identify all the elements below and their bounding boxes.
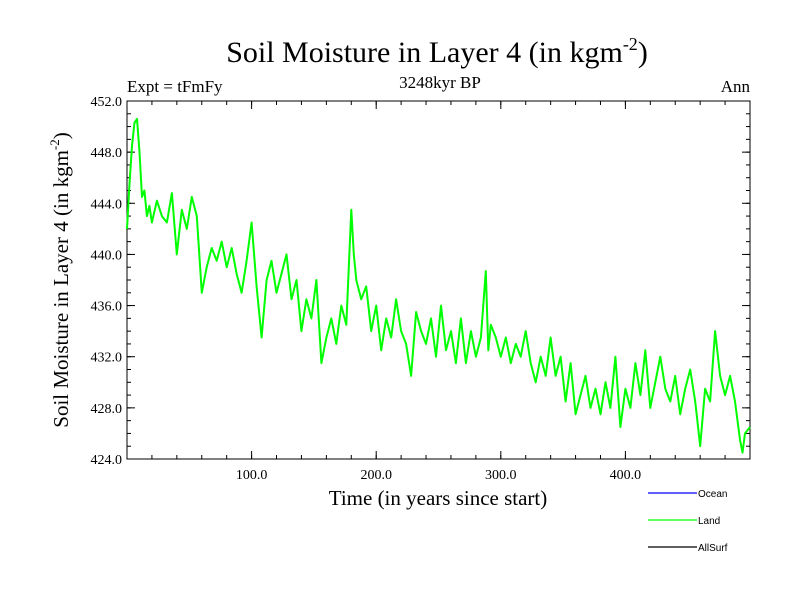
y-tick-label: 448.0: [91, 146, 123, 161]
chart-title-main: Soil Moisture in Layer 4 (in kgm: [226, 36, 623, 69]
legend-label-allsurf: AllSurf: [698, 543, 728, 554]
experiment-label: Expt = tFmFy: [127, 77, 223, 96]
y-tick-label: 428.0: [91, 402, 123, 417]
season-label: Ann: [721, 77, 751, 96]
y-tick-label: 432.0: [91, 351, 123, 366]
subtitle: 3248kyr BP: [399, 73, 481, 92]
x-axis-label: Time (in years since start): [329, 486, 548, 510]
y-axis-label: Soil Moisture in Layer 4 (in kgm-2): [47, 132, 73, 427]
chart-title-suffix: ): [638, 36, 648, 69]
legend-label-ocean: Ocean: [698, 489, 727, 500]
y-axis-label-main: Soil Moisture in Layer 4 (in kgm: [49, 150, 73, 428]
y-tick-label: 440.0: [91, 248, 123, 263]
x-tick-label: 100.0: [236, 468, 268, 483]
y-axis-label-superscript: -2: [47, 139, 62, 150]
chart-title-superscript: -2: [623, 34, 638, 54]
x-tick-label: 200.0: [360, 468, 392, 483]
x-tick-label: 300.0: [485, 468, 517, 483]
series-group: [126, 117, 751, 454]
y-axis-label-suffix: ): [49, 132, 73, 139]
legend: Ocean Land AllSurf: [648, 489, 728, 554]
minor-ticks: [127, 101, 750, 459]
y-tick-label: 452.0: [91, 95, 123, 110]
x-axis: 100.0 200.0 300.0 400.0: [236, 101, 641, 483]
legend-label-land: Land: [698, 516, 720, 527]
y-tick-label: 444.0: [91, 197, 123, 212]
y-tick-label: 436.0: [91, 300, 123, 315]
x-tick-label: 400.0: [610, 468, 642, 483]
y-tick-label: 424.0: [91, 453, 123, 468]
y-axis: 424.0 428.0 432.0 436.0 440.0 444.0 448.0 452.0: [91, 95, 750, 468]
plot-area-frame: [126, 100, 751, 460]
series-line-land: [126, 117, 751, 454]
chart-title: Soil Moisture in Layer 4 (in kgm-2): [226, 34, 648, 69]
